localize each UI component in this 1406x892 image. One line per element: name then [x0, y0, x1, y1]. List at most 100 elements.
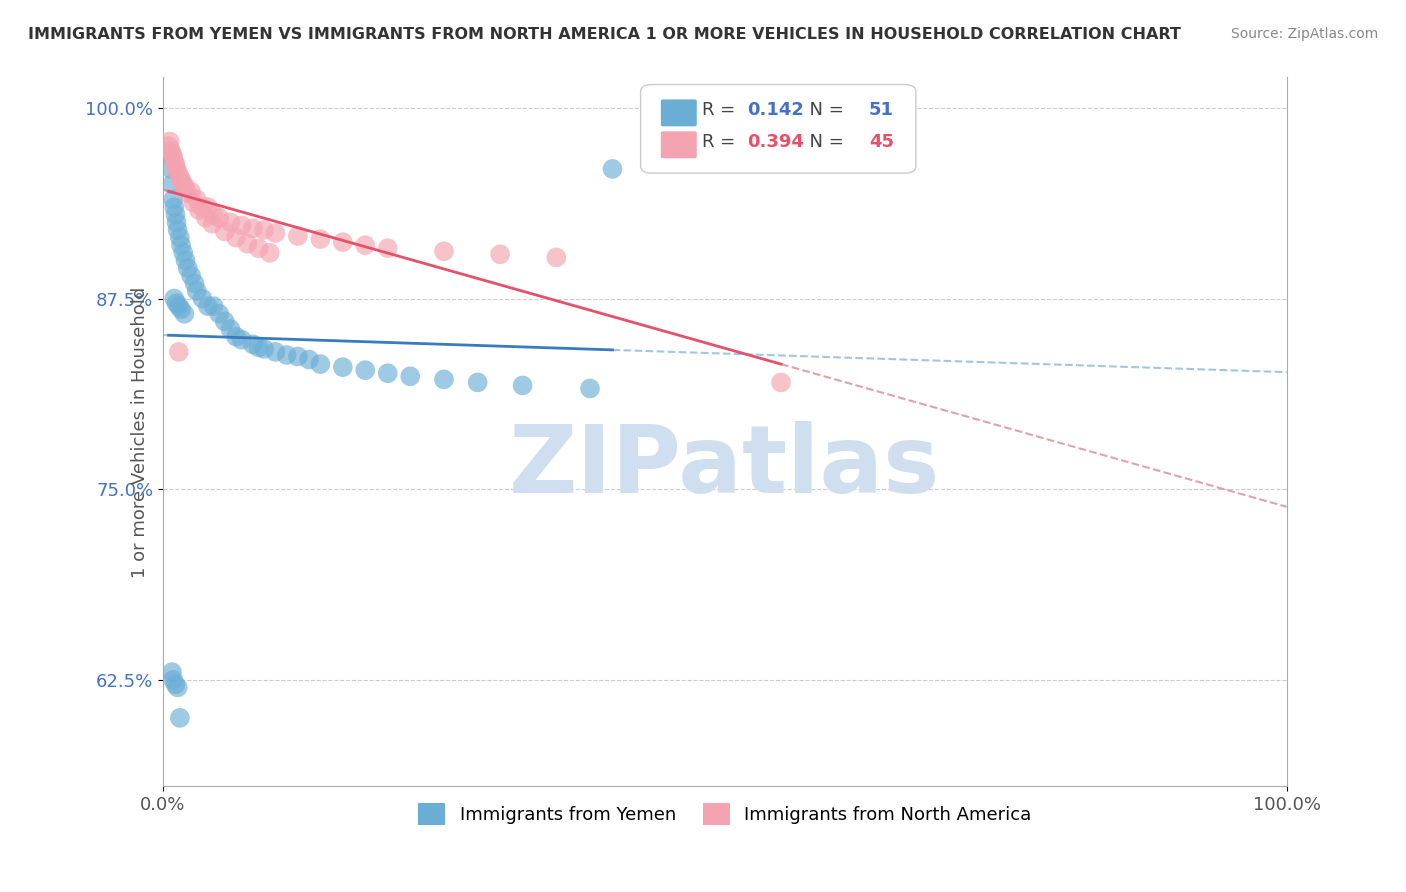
Point: [183, 195, 205, 210]
Point: [214, 224, 236, 238]
Text: 0.142: 0.142: [748, 102, 804, 120]
Point: [165, 157, 187, 171]
Legend: Immigrants from Yemen, Immigrants from North America: Immigrants from Yemen, Immigrants from N…: [409, 794, 1040, 834]
Point: [160, 177, 183, 191]
Point: [162, 193, 184, 207]
Point: [166, 161, 188, 176]
Point: [202, 299, 225, 313]
Point: [354, 238, 377, 252]
Text: 45: 45: [869, 133, 894, 151]
Point: [188, 203, 211, 218]
Point: [169, 711, 191, 725]
Point: [236, 236, 259, 251]
Point: [170, 238, 193, 252]
Point: [489, 247, 512, 261]
Point: [219, 215, 242, 229]
Point: [157, 146, 180, 161]
Point: [177, 186, 200, 201]
Point: [170, 302, 193, 317]
Point: [770, 376, 793, 390]
Point: [298, 352, 321, 367]
Point: [242, 221, 264, 235]
Point: [167, 299, 190, 313]
Point: [169, 230, 191, 244]
Point: [512, 378, 534, 392]
Point: [174, 180, 197, 194]
Point: [399, 369, 422, 384]
Point: [166, 681, 188, 695]
Point: [377, 366, 399, 380]
FancyBboxPatch shape: [641, 85, 915, 173]
Point: [247, 340, 270, 354]
Point: [219, 322, 242, 336]
Point: [163, 200, 186, 214]
Point: [276, 348, 298, 362]
Point: [165, 677, 187, 691]
Text: Source: ZipAtlas.com: Source: ZipAtlas.com: [1230, 27, 1378, 41]
Point: [191, 292, 214, 306]
Point: [354, 363, 377, 377]
Point: [214, 314, 236, 328]
Point: [602, 161, 624, 176]
Point: [201, 217, 224, 231]
Point: [160, 665, 183, 679]
Point: [332, 360, 354, 375]
Point: [162, 673, 184, 687]
Point: [166, 215, 188, 229]
Point: [309, 232, 332, 246]
Point: [287, 229, 309, 244]
Text: R =: R =: [703, 133, 741, 151]
Y-axis label: 1 or more Vehicles in Household: 1 or more Vehicles in Household: [131, 286, 149, 578]
Point: [163, 154, 186, 169]
Point: [174, 253, 197, 268]
Text: N =: N =: [797, 102, 849, 120]
Point: [165, 208, 187, 222]
Point: [231, 219, 253, 233]
Point: [197, 200, 219, 214]
Point: [242, 337, 264, 351]
Point: [225, 329, 247, 343]
Point: [194, 211, 217, 225]
Point: [160, 146, 183, 161]
Point: [167, 345, 190, 359]
Point: [309, 357, 332, 371]
Point: [467, 376, 489, 390]
Point: [264, 345, 287, 359]
Point: [160, 161, 183, 176]
Text: ZIPatlas: ZIPatlas: [509, 421, 941, 514]
Point: [166, 223, 188, 237]
Point: [231, 333, 253, 347]
Point: [546, 251, 568, 265]
Point: [172, 177, 194, 191]
Point: [247, 241, 270, 255]
Point: [159, 135, 181, 149]
FancyBboxPatch shape: [661, 99, 697, 127]
Point: [162, 150, 184, 164]
Point: [157, 139, 180, 153]
Point: [170, 172, 193, 186]
Point: [208, 307, 231, 321]
Point: [169, 169, 191, 184]
Point: [579, 382, 602, 396]
Point: [191, 200, 214, 214]
Point: [433, 244, 456, 259]
Text: 0.394: 0.394: [748, 133, 804, 151]
Point: [177, 260, 200, 275]
Point: [166, 296, 188, 310]
Point: [183, 277, 205, 291]
Point: [186, 193, 208, 207]
Point: [163, 292, 186, 306]
Text: N =: N =: [797, 133, 849, 151]
Point: [377, 241, 399, 255]
Point: [287, 350, 309, 364]
Point: [253, 223, 276, 237]
Point: [166, 165, 188, 179]
Text: IMMIGRANTS FROM YEMEN VS IMMIGRANTS FROM NORTH AMERICA 1 OR MORE VEHICLES IN HOU: IMMIGRANTS FROM YEMEN VS IMMIGRANTS FROM…: [28, 27, 1181, 42]
Point: [160, 144, 183, 158]
Point: [253, 342, 276, 356]
FancyBboxPatch shape: [661, 131, 697, 158]
Point: [264, 226, 287, 240]
Point: [197, 299, 219, 313]
Point: [259, 245, 281, 260]
Point: [225, 230, 247, 244]
